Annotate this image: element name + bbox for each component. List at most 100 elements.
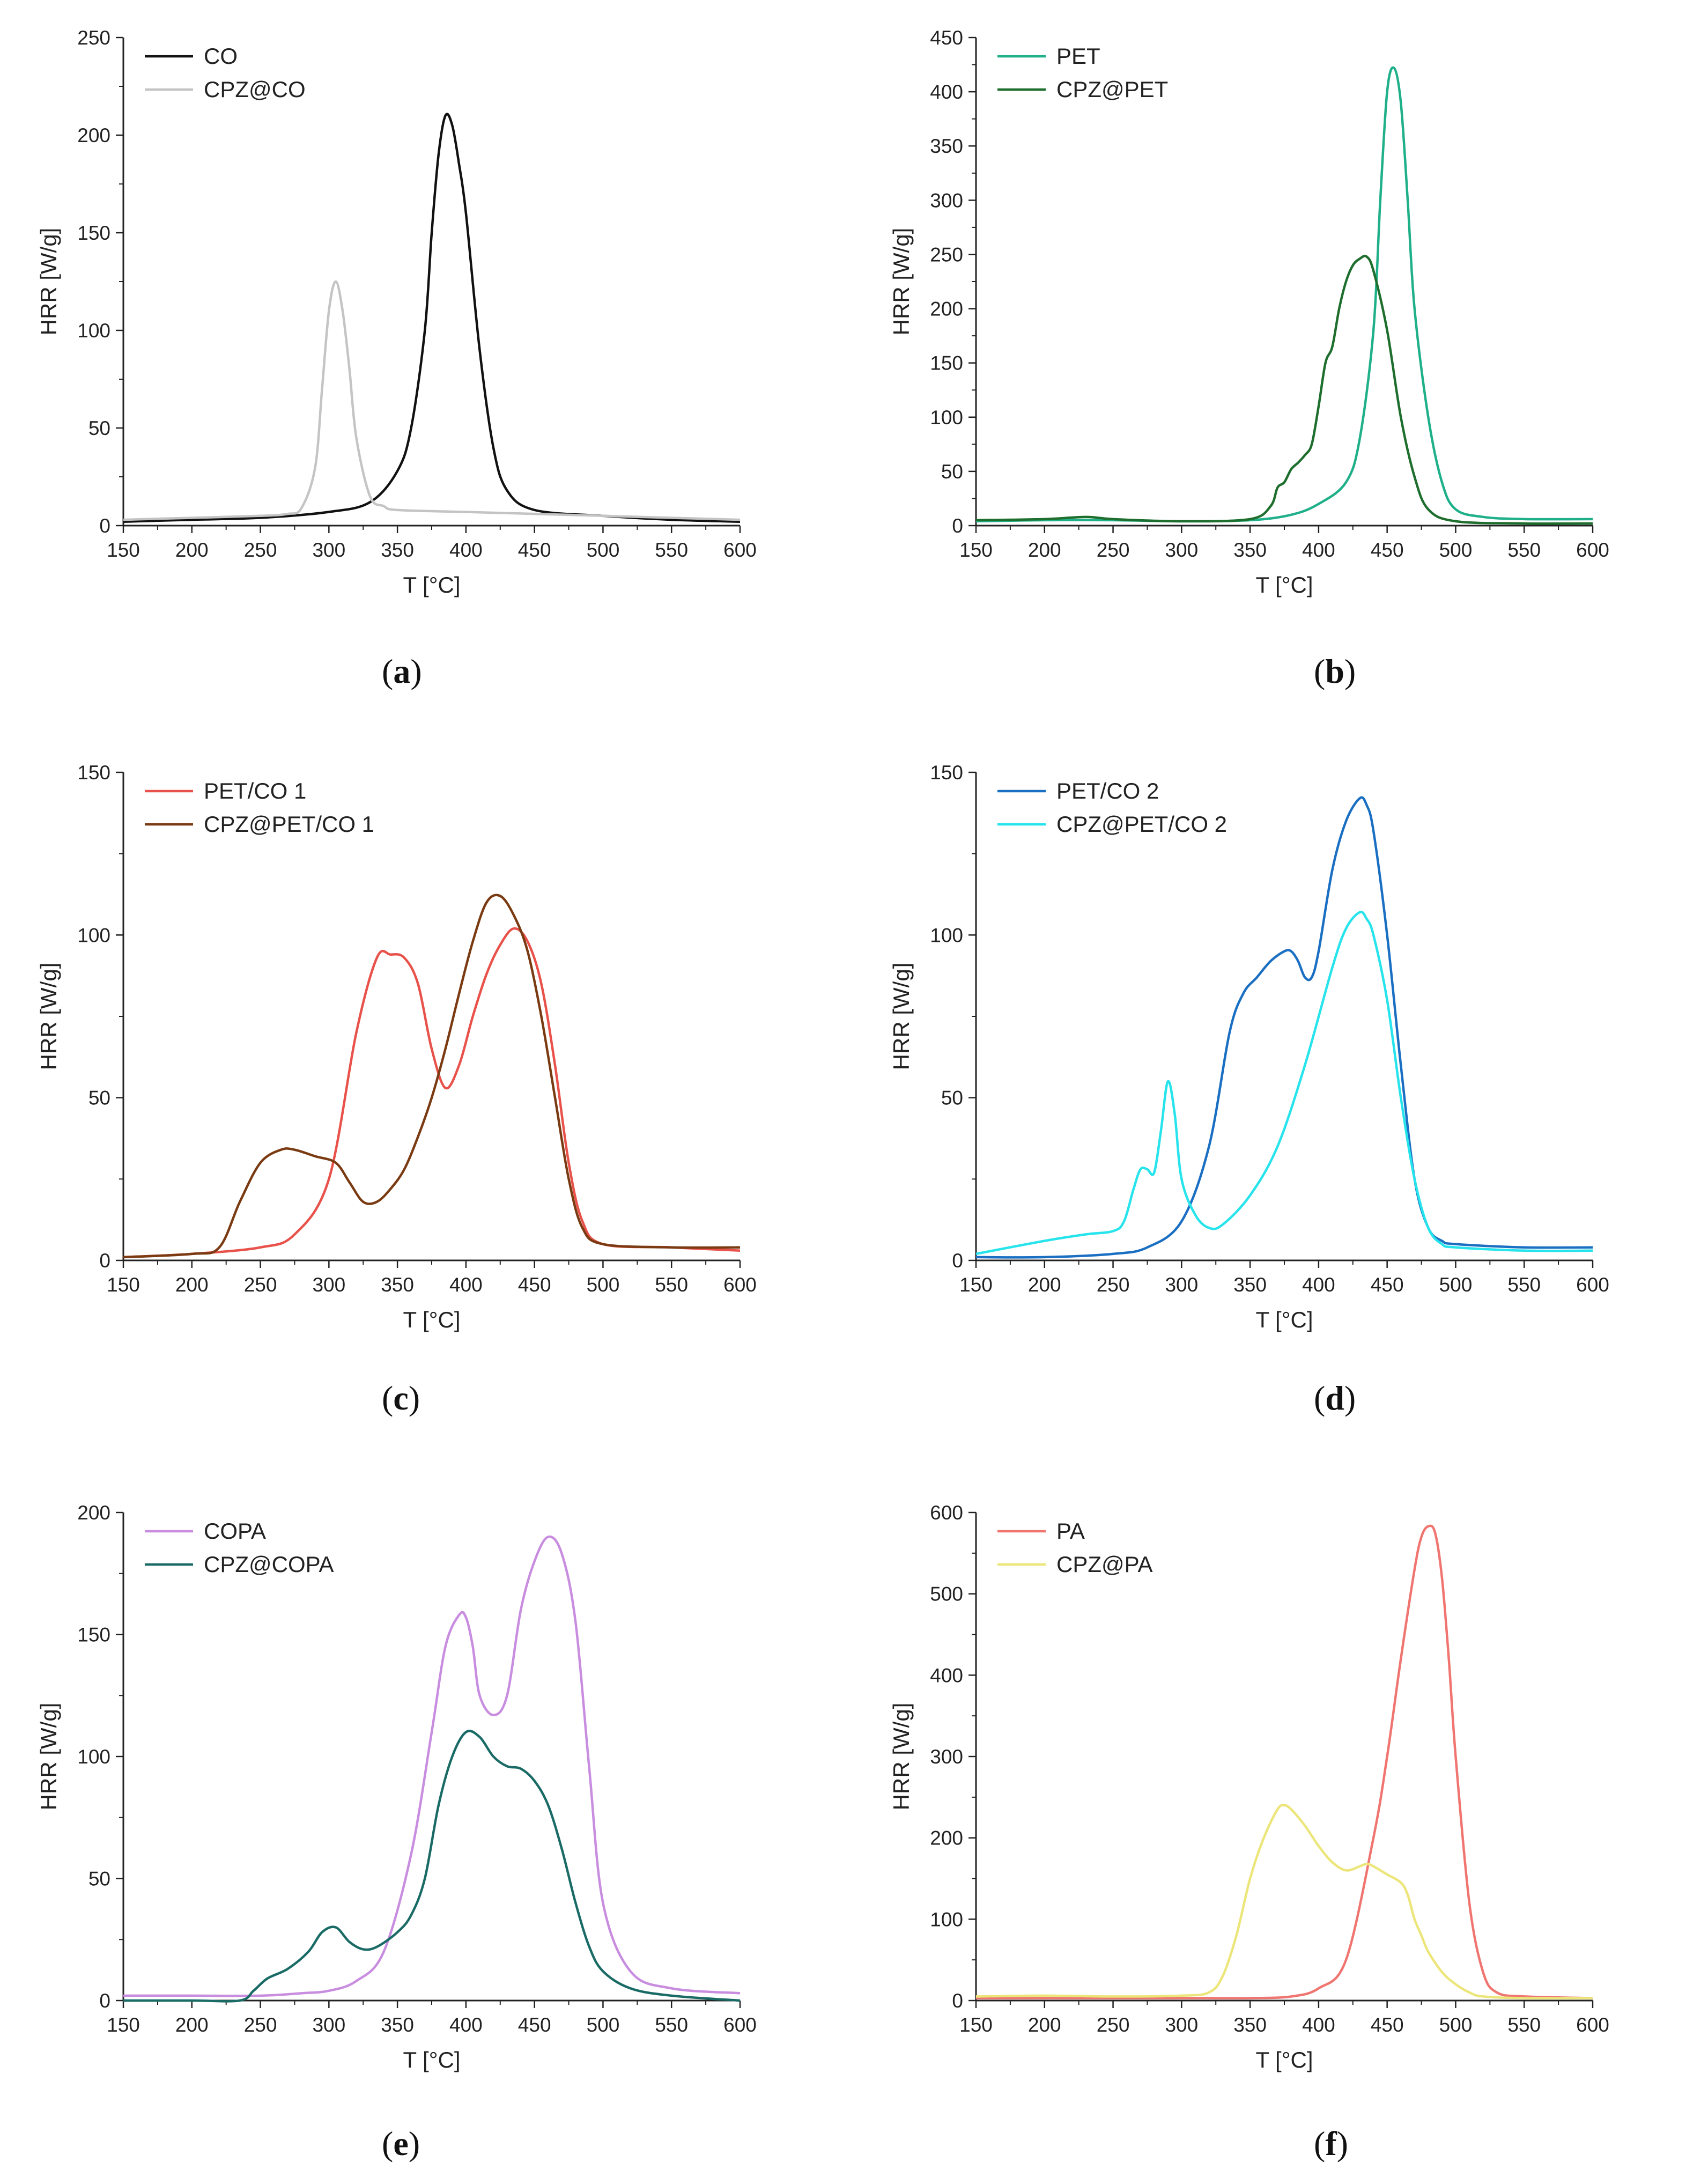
x-tick-label: 200: [1028, 1274, 1061, 1296]
x-tick-label: 350: [1233, 539, 1267, 561]
chart-b-svg: 150 200 250 300 350 400 450 500 550 600 0 50 100 150 2…: [889, 27, 1609, 597]
x-tick-label: 350: [381, 1274, 414, 1296]
chart-d-svg: 150 200 250 300 350 400 450 500 550 600 0 50 100 150 T…: [889, 762, 1609, 1332]
legend-label: CPZ@PET/CO 1: [204, 811, 374, 837]
legend-label: CPZ@CO: [204, 77, 306, 102]
y-tick-label: 50: [941, 461, 963, 483]
x-tick-label: 550: [1507, 539, 1541, 561]
y-tick-label: 0: [99, 1990, 110, 2012]
y-tick-label: 100: [930, 924, 963, 946]
x-tick-label: 400: [449, 2014, 483, 2036]
x-tick-label: 600: [1576, 1274, 1609, 1296]
y-tick-label: 50: [88, 1087, 110, 1109]
y-tick-label: 0: [952, 515, 963, 537]
x-tick-label: 600: [1576, 539, 1609, 561]
chart-e-svg: 150 200 250 300 350 400 450 500 550 600 0 50 100 150 2…: [36, 1502, 757, 2072]
series-line-pet-co-1: [123, 927, 741, 1259]
x-tick-label: 550: [655, 2014, 688, 2036]
x-tick-label: 300: [312, 2014, 345, 2036]
x-tick-label: 350: [381, 2014, 414, 2036]
y-tick-label: 0: [952, 1990, 963, 2012]
series-line-cpz-co: [123, 280, 741, 521]
y-tick-label: 200: [930, 1827, 963, 1849]
panel-label-a: (a): [382, 652, 422, 690]
x-tick-label: 300: [312, 539, 345, 561]
series-line-cpz-pet-co-1: [123, 894, 741, 1259]
panel-a: 150 200 250 300 350 400 450 500 550 600 0 50 100 150 2…: [21, 11, 826, 681]
chart-f-svg: 150 200 250 300 350 400 450 500 550 600 0 100 200 300…: [889, 1502, 1609, 2072]
x-tick-label: 250: [1097, 539, 1130, 561]
y-tick-label: 100: [930, 1908, 963, 1930]
x-tick-label: 250: [244, 1274, 277, 1296]
y-axis-title: HRR [W/g]: [36, 228, 61, 336]
panel-e: 150 200 250 300 350 400 450 500 550 600 0 50 100 150 2…: [21, 1486, 826, 2156]
series-line-copa: [123, 1535, 741, 1997]
series-line-co: [123, 113, 741, 523]
y-axis-title: HRR [W/g]: [36, 1703, 61, 1811]
x-tick-label: 400: [449, 1274, 483, 1296]
y-tick-label: 400: [930, 81, 963, 103]
x-tick-label: 450: [518, 2014, 551, 2036]
x-tick-label: 200: [175, 1274, 209, 1296]
x-tick-label: 450: [1371, 1274, 1404, 1296]
legend-label: PET/CO 2: [1056, 778, 1159, 803]
y-tick-label: 500: [930, 1583, 963, 1605]
y-tick-label: 150: [77, 222, 110, 244]
x-tick-label: 550: [655, 539, 688, 561]
legend-label: PET/CO 1: [204, 778, 306, 803]
y-tick-label: 150: [77, 762, 110, 784]
x-tick-label: 400: [1302, 1274, 1335, 1296]
x-axis-title: T [°C]: [1255, 2047, 1313, 2072]
y-tick-label: 200: [77, 1502, 110, 1524]
y-tick-label: 400: [930, 1664, 963, 1686]
y-tick-label: 0: [99, 1250, 110, 1272]
x-tick-label: 300: [1165, 539, 1198, 561]
x-tick-label: 150: [959, 2014, 993, 2036]
x-tick-label: 450: [518, 1274, 551, 1296]
y-tick-label: 200: [930, 298, 963, 320]
x-tick-label: 350: [381, 539, 414, 561]
y-tick-label: 300: [930, 189, 963, 211]
x-tick-label: 500: [587, 2014, 620, 2036]
legend-label: CPZ@PET: [1056, 77, 1168, 102]
y-tick-label: 100: [930, 407, 963, 429]
x-tick-label: 200: [1028, 2014, 1061, 2036]
series-line-cpz-pa: [975, 1804, 1593, 1999]
x-tick-label: 300: [1165, 2014, 1198, 2036]
x-tick-label: 500: [587, 1274, 620, 1296]
x-tick-label: 450: [1371, 539, 1404, 561]
panel-label-c: (c): [382, 1379, 420, 1417]
legend-label: CPZ@PA: [1056, 1552, 1153, 1577]
x-tick-label: 250: [1097, 2014, 1130, 2036]
panel-label-b: (b): [1314, 652, 1356, 690]
x-tick-label: 500: [1439, 1274, 1473, 1296]
y-tick-label: 100: [77, 1746, 110, 1768]
chart-c-svg: 150 200 250 300 350 400 450 500 550 600 0 50 100 150 T…: [36, 762, 757, 1332]
panel-f: 150 200 250 300 350 400 450 500 550 600 0 100 200 300…: [874, 1486, 1679, 2156]
x-tick-label: 600: [723, 1274, 757, 1296]
x-tick-label: 250: [244, 539, 277, 561]
x-tick-label: 600: [1576, 2014, 1609, 2036]
chart-a-svg: 150 200 250 300 350 400 450 500 550 600 0 50 100 150 2…: [36, 27, 757, 597]
x-tick-label: 300: [312, 1274, 345, 1296]
x-axis-title: T [°C]: [403, 2047, 460, 2072]
x-tick-label: 350: [1233, 1274, 1267, 1296]
x-tick-label: 350: [1233, 2014, 1267, 2036]
series-line-cpz-pet-co-2: [975, 910, 1593, 1256]
x-tick-label: 450: [518, 539, 551, 561]
y-axis-title: HRR [W/g]: [889, 963, 914, 1071]
y-tick-label: 150: [930, 762, 963, 784]
x-tick-label: 200: [175, 539, 209, 561]
y-axis-title: HRR [W/g]: [36, 963, 61, 1071]
x-tick-label: 550: [655, 1274, 688, 1296]
panel-label-d: (d): [1314, 1379, 1356, 1417]
y-tick-label: 150: [930, 352, 963, 374]
legend-label: CO: [204, 43, 238, 69]
legend-label: PA: [1056, 1518, 1085, 1544]
y-tick-label: 50: [88, 417, 110, 439]
x-tick-label: 400: [1302, 539, 1335, 561]
x-tick-label: 600: [723, 2014, 757, 2036]
y-tick-label: 250: [930, 243, 963, 265]
y-tick-label: 0: [952, 1250, 963, 1272]
y-tick-label: 100: [77, 924, 110, 946]
